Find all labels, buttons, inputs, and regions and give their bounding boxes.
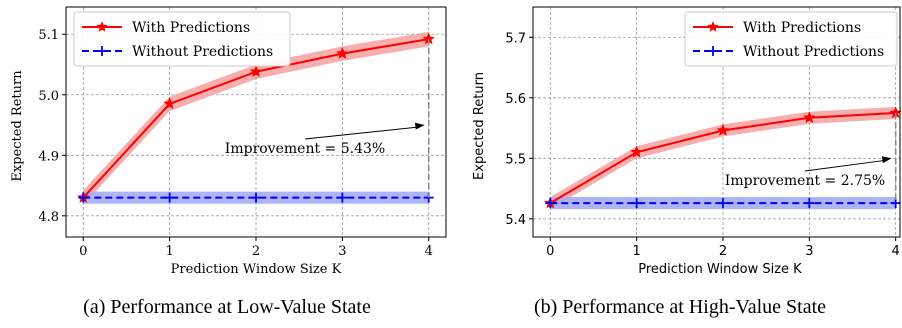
panel-b-ylabel: Expected Return bbox=[472, 72, 487, 180]
panel-a-xtick-label-2: 2 bbox=[252, 244, 260, 259]
panel-b-xtick-label-4: 4 bbox=[892, 244, 900, 259]
panel-a-ytick-label-0: 4.8 bbox=[38, 210, 59, 225]
panel-a-xtick-label-0: 0 bbox=[79, 244, 87, 259]
panel-b-xtick-label-1: 1 bbox=[632, 244, 640, 259]
panel-a-series-1-point-1 bbox=[164, 192, 175, 203]
panel-b-annotation-arrowhead bbox=[881, 156, 892, 164]
panel-b-series-0-point-2 bbox=[716, 123, 730, 136]
panel-b-legend-box bbox=[684, 11, 898, 67]
panel-a-xtick-label-3: 3 bbox=[338, 244, 346, 259]
panel-a-xtick-label-4: 4 bbox=[425, 244, 433, 259]
panel-a-annotation-arrow bbox=[304, 126, 419, 140]
panel-a-ylabel: Expected Return bbox=[10, 70, 25, 182]
panel-a-legend-label-1: Without Predictions bbox=[132, 44, 273, 60]
panel-b-legend-label-0: With Predictions bbox=[743, 20, 861, 36]
panel-a-series-0-point-2 bbox=[249, 65, 263, 78]
panel-a-series-1-point-2 bbox=[251, 192, 261, 203]
panel-a-series-1-point-0 bbox=[78, 192, 89, 203]
panel-a-annotation-arrowhead bbox=[414, 122, 425, 130]
panel-b-xtick-label-3: 3 bbox=[805, 244, 813, 259]
panel-b-series-1-point-0 bbox=[545, 198, 556, 209]
panel-b-series-1-point-2 bbox=[717, 198, 728, 209]
panel-a-series-0-point-3 bbox=[336, 46, 349, 60]
panel-b-ytick-label-3: 5.7 bbox=[505, 31, 526, 46]
panel-a-ytick-label-1: 4.9 bbox=[38, 149, 59, 164]
panel-a-ytick-label-3: 5.1 bbox=[38, 28, 59, 43]
panel-a-xlabel: Prediction Window Size K bbox=[171, 262, 342, 277]
panel-a-ytick-label-2: 5.0 bbox=[38, 89, 59, 104]
panel-b-xtick-label-0: 0 bbox=[546, 244, 554, 259]
panel-a-xtick-label-1: 1 bbox=[165, 244, 173, 259]
panel-b-xlabel: Prediction Window Size K bbox=[638, 262, 802, 277]
panel-b-ytick-label-1: 5.5 bbox=[505, 152, 526, 167]
panel-b-caption: (b) Performance at High-Value State bbox=[534, 296, 826, 318]
panel-b-legend-label-1: Without Predictions bbox=[743, 44, 884, 60]
panel-a-legend-marker-0 bbox=[96, 21, 108, 32]
panel-a-caption: (a) Performance at Low-Value State bbox=[83, 296, 371, 318]
panel-b-legend-marker-0 bbox=[707, 21, 719, 32]
panel-b-annotation-arrow bbox=[804, 159, 886, 172]
panel-b-plot-frame bbox=[532, 6, 901, 238]
panel-a-legend-marker-1 bbox=[97, 46, 107, 56]
panel-a-legend-box bbox=[73, 11, 291, 67]
panel-b-xtick-label-2: 2 bbox=[719, 244, 727, 259]
panel-b-series-0-point-1 bbox=[630, 145, 643, 158]
panel-a: Improvement = 5.43% 0 1 2 3 4 4.8 4.9 5.0 5.1 Wi… bbox=[10, 6, 447, 318]
panel-a-legend-label-0: With Predictions bbox=[132, 20, 250, 36]
panel-a-series-1-point-3 bbox=[337, 192, 348, 203]
panel-b-annotation-text: Improvement = 2.75% bbox=[725, 173, 885, 189]
panel-b-series-1-point-3 bbox=[804, 198, 815, 209]
panel-a-annotation-text: Improvement = 5.43% bbox=[225, 141, 385, 157]
panel-b-ytick-label-2: 5.6 bbox=[505, 92, 526, 107]
panel-b-series-0-point-3 bbox=[802, 111, 816, 124]
panel-b-ytick-label-0: 5.4 bbox=[505, 213, 526, 228]
panel-b-legend-marker-1 bbox=[708, 46, 718, 56]
panel-b: Improvement = 2.75% 0 1 2 3 4 5.4 5.5 5.6 5.7 Wi… bbox=[472, 6, 902, 318]
panel-a-series-0-point-1 bbox=[163, 97, 176, 110]
panel-b-series-1-point-1 bbox=[631, 198, 642, 209]
